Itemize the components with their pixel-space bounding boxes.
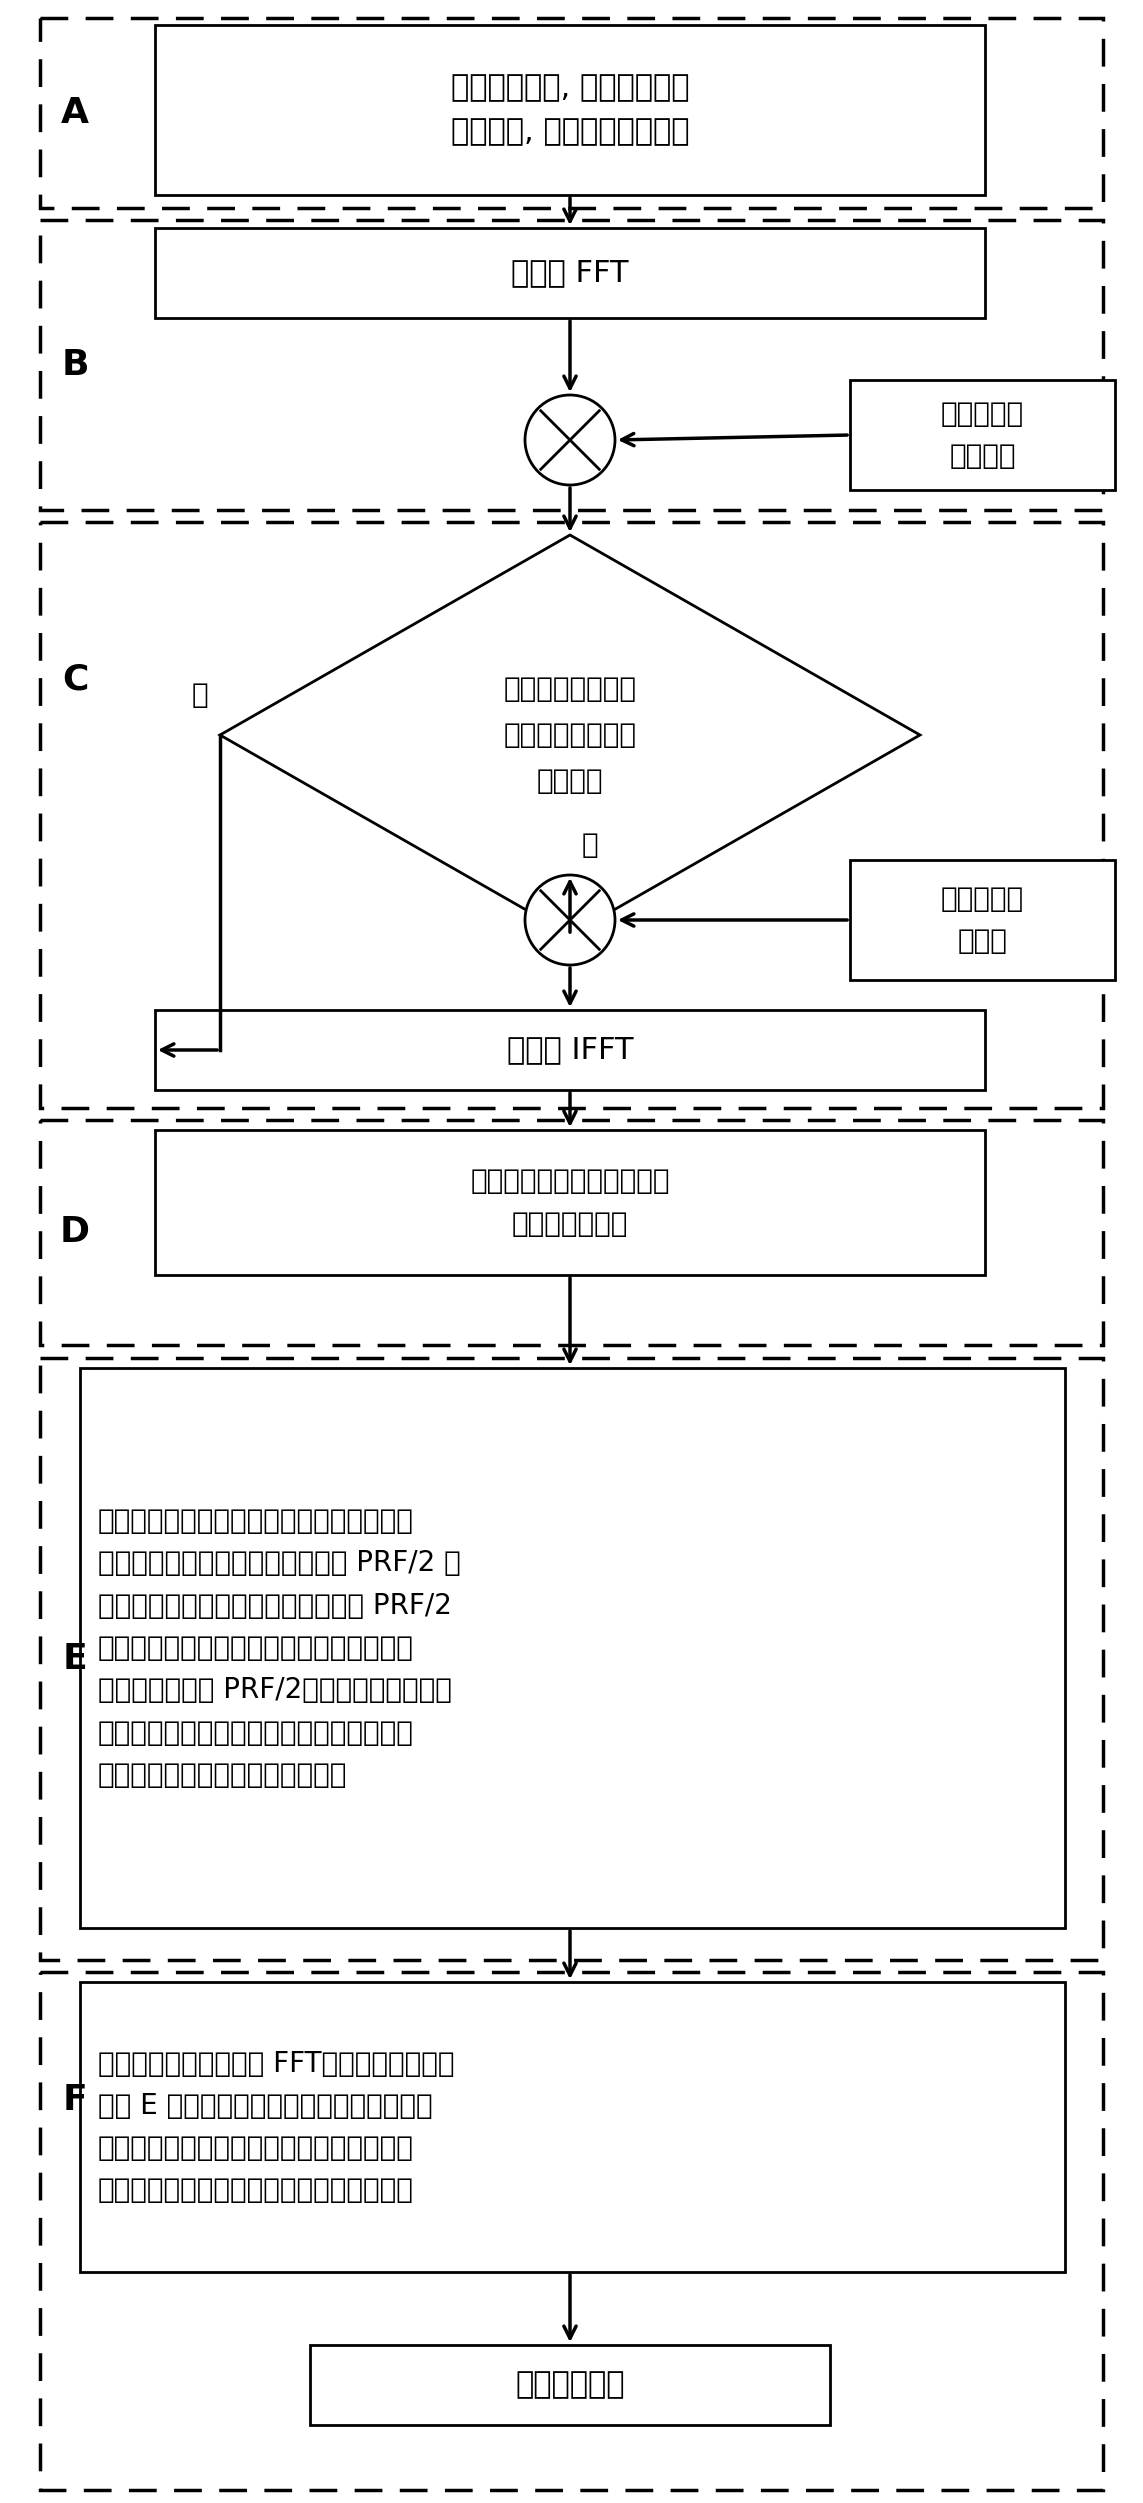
Text: 是: 是	[582, 831, 598, 859]
Text: 距离向 IFFT: 距离向 IFFT	[506, 1036, 633, 1064]
Bar	[310, 2345, 830, 2425]
Text: 数据以飞行航向为中轴线，
分成左右两部分: 数据以飞行航向为中轴线， 分成左右两部分	[470, 1166, 670, 1236]
Text: 滤波器频域
匹配函数: 滤波器频域 匹配函数	[941, 400, 1024, 471]
Circle shape	[525, 876, 615, 966]
Text: B: B	[62, 348, 89, 383]
Text: F: F	[63, 2082, 87, 2118]
Bar	[40, 1119, 1103, 1344]
Bar	[155, 25, 985, 195]
Bar	[850, 861, 1116, 981]
Text: A: A	[61, 95, 89, 130]
Text: E: E	[63, 1642, 87, 1677]
Text: 根据成像系统参数，计算左半部分数据在扫
描边界处质心，根据频谱宽度等于 PRF/2 确
定数据分块点，依此分块点再向内按 PRF/2
的频谱宽度分块，以此类推，: 根据成像系统参数，计算左半部分数据在扫 描边界处质心，根据频谱宽度等于 PRF/…	[98, 1507, 461, 1790]
Text: C: C	[62, 663, 88, 696]
Text: 距离向 FFT: 距离向 FFT	[511, 258, 629, 288]
Bar	[155, 1129, 985, 1274]
Text: 对每块数据沿方位向作 FFT，进行相干积累；
依据 E 步骤中确定的每块数据的多普勒变化
范围，提取每块数据去除多普勒质心后的频
谱，将每块频谱按扫描角度顺序进: 对每块数据沿方位向作 FFT，进行相干积累； 依据 E 步骤中确定的每块数据的多…	[98, 2050, 455, 2205]
Bar	[40, 523, 1103, 1109]
Bar	[40, 1972, 1103, 2490]
Bar	[40, 220, 1103, 511]
Text: 距离走动校
正函数: 距离走动校 正函数	[941, 886, 1024, 956]
Text: 输出成像结果: 输出成像结果	[515, 2370, 625, 2400]
Bar	[80, 1369, 1065, 1927]
Circle shape	[525, 395, 615, 486]
Text: D: D	[59, 1214, 90, 1249]
Text: 否: 否	[192, 681, 208, 708]
Bar	[155, 1011, 985, 1089]
Text: 雷达天线扫描, 发射线性调频
脉冲信号, 接收存储回波数据: 雷达天线扫描, 发射线性调频 脉冲信号, 接收存储回波数据	[450, 73, 689, 148]
Bar	[850, 380, 1116, 491]
Bar	[80, 1982, 1065, 2273]
Text: 根据系统参数判断
距离走动是否跨越
距离单元: 根据系统参数判断 距离走动是否跨越 距离单元	[504, 676, 637, 793]
Bar	[40, 18, 1103, 208]
Bar	[40, 1359, 1103, 1960]
Bar	[155, 228, 985, 318]
Polygon shape	[219, 536, 920, 936]
